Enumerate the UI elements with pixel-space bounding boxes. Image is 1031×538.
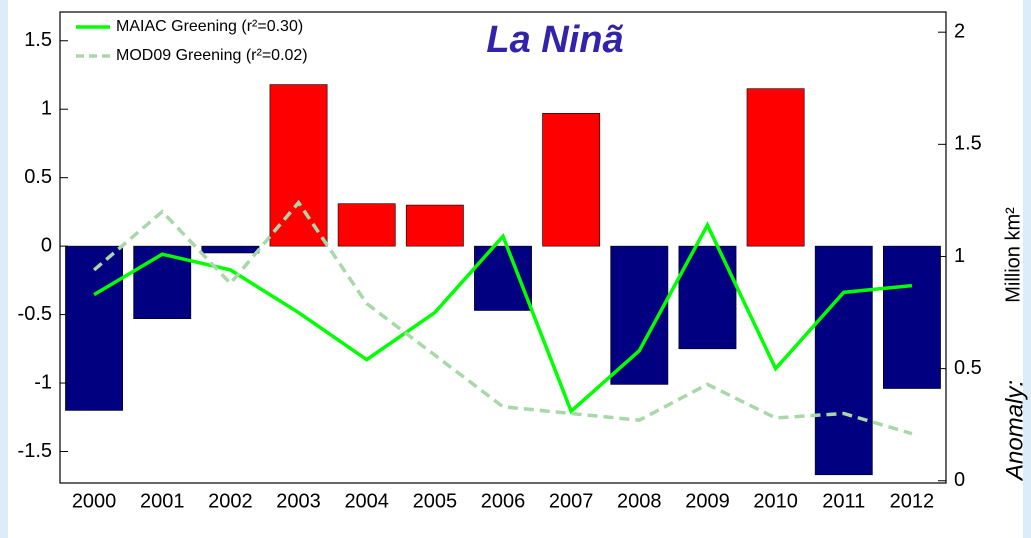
bar xyxy=(133,245,192,319)
legend-label: MAIAC Greening (r²=0.30) xyxy=(116,18,303,35)
y2-tick-label: 1.5 xyxy=(954,133,982,155)
line-series xyxy=(93,221,913,415)
bar xyxy=(201,245,260,254)
x-tick-label: 2003 xyxy=(276,490,321,512)
bar xyxy=(882,245,941,389)
bar xyxy=(337,203,396,247)
x-tick-label: 2012 xyxy=(890,490,935,512)
y-tick-label: 1.5 xyxy=(24,29,52,51)
bar xyxy=(269,84,328,247)
x-tick-label: 2001 xyxy=(140,490,185,512)
bar xyxy=(65,245,124,411)
y-tick-label: -1 xyxy=(34,371,52,393)
plot-area xyxy=(65,84,941,476)
y2-tick-label: 1 xyxy=(954,245,965,267)
y2-tick-label: 0 xyxy=(954,469,965,491)
y2-tick-label: 0.5 xyxy=(954,357,982,379)
bar xyxy=(542,113,601,247)
x-tick-label: 2005 xyxy=(413,490,458,512)
legend-label: MOD09 Greening (r²=0.02) xyxy=(116,47,308,64)
y2-tick-label: 2 xyxy=(954,20,965,42)
y-tick-label: 0 xyxy=(41,234,52,256)
x-tick-label: 2002 xyxy=(208,490,253,512)
y-tick-label: -0.5 xyxy=(18,303,52,325)
bar xyxy=(474,245,532,311)
bar xyxy=(746,88,805,247)
y2-axis-label-prefix: Anomaly: xyxy=(1001,380,1028,482)
y-tick-label: 1 xyxy=(41,97,52,119)
y2-axis-label: Million km² xyxy=(1002,207,1024,303)
x-tick-label: 2006 xyxy=(481,490,526,512)
x-tick-label: 2010 xyxy=(753,490,798,512)
chart-title: La Ninã xyxy=(486,19,623,61)
x-tick-label: 2004 xyxy=(344,490,389,512)
bar xyxy=(405,204,464,247)
x-tick-label: 2007 xyxy=(549,490,594,512)
x-tick-label: 2008 xyxy=(617,490,662,512)
x-tick-label: 2009 xyxy=(685,490,730,512)
bar xyxy=(814,245,873,476)
plot-frame xyxy=(59,11,947,484)
y-tick-label: -1.5 xyxy=(18,440,52,462)
x-tick-label: 2011 xyxy=(822,490,865,512)
x-tick-label: 2000 xyxy=(72,490,117,512)
y-tick-label: 0.5 xyxy=(24,166,52,188)
